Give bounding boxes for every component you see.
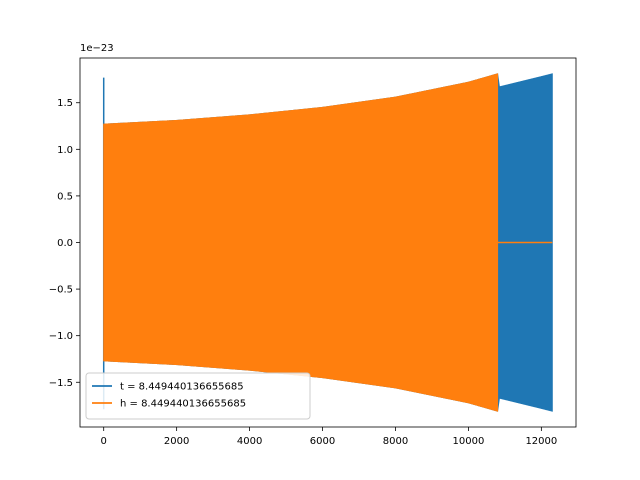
legend: t = 8.449440136655685 h = 8.4494401366556… — [85, 372, 311, 420]
y-tick-label-2: 0.5 — [57, 191, 73, 202]
y-axis: 1.5 1.0 0.5 0.0 −0.5 −1.0 −1.5 — [49, 98, 80, 389]
series-layer — [102, 73, 553, 412]
x-tick-label-5: 10000 — [453, 436, 485, 447]
x-tick-label-2: 4000 — [237, 436, 262, 447]
y-tick-label-5: −1.0 — [49, 331, 73, 342]
legend-entry-2: h = 8.449440136655685 — [120, 399, 246, 410]
y-tick-label-3: 0.0 — [57, 238, 73, 249]
plot-area — [79, 57, 577, 428]
legend-box — [85, 372, 311, 420]
y-tick-label-0: 1.5 — [57, 98, 73, 109]
series-2 — [103, 73, 553, 412]
series-2-oscillation-band — [103, 73, 499, 412]
x-tick-label-1: 2000 — [164, 436, 189, 447]
y-tick-label-6: −1.5 — [49, 378, 73, 389]
y-offset-label: 1e−23 — [80, 43, 114, 54]
x-tick-label-3: 6000 — [310, 436, 335, 447]
x-tick-label-0: 0 — [101, 436, 107, 447]
legend-entry-1: t = 8.449440136655685 — [120, 382, 244, 393]
y-tick-label-4: −0.5 — [49, 285, 73, 296]
y-tick-label-1: 1.0 — [57, 145, 73, 156]
x-tick-label-4: 8000 — [383, 436, 408, 447]
x-tick-label-6: 12000 — [525, 436, 557, 447]
x-axis: 0 2000 4000 6000 8000 10000 12000 — [101, 427, 557, 447]
